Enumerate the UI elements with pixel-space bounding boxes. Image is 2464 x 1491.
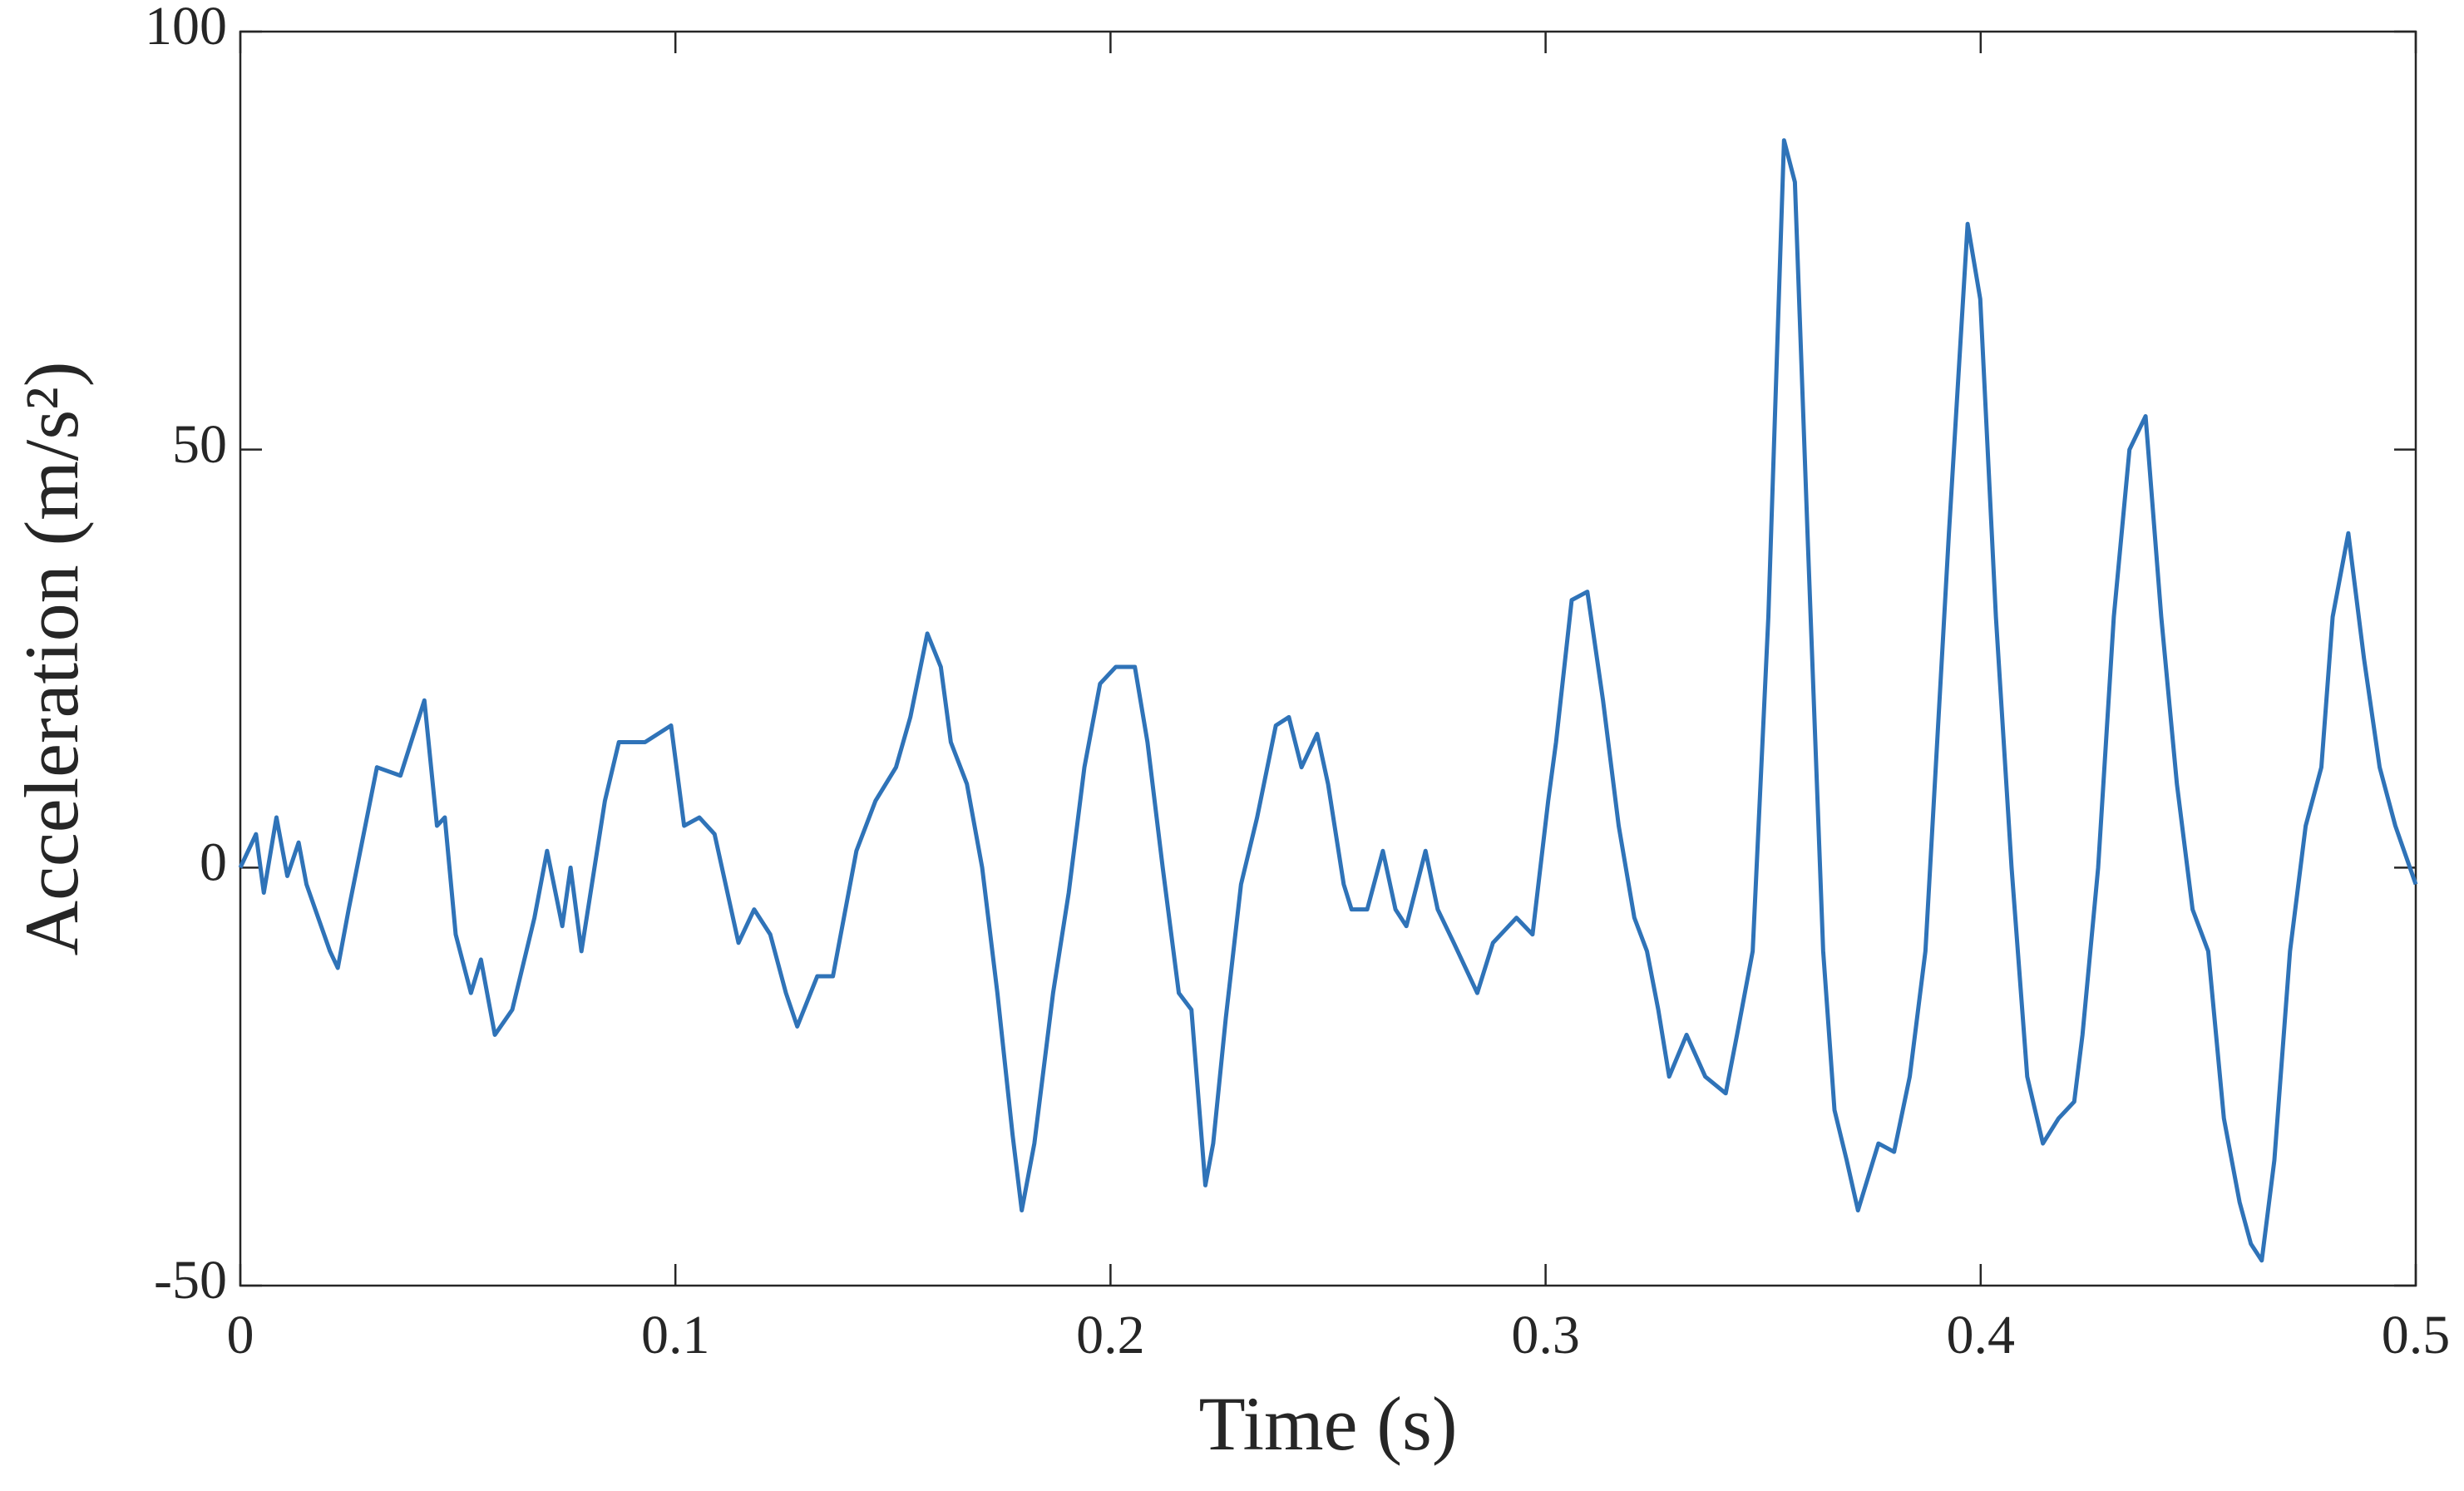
plot-frame <box>239 30 2417 1287</box>
y-tick-label: -50 <box>154 1250 227 1311</box>
x-tick-label: 0.3 <box>1511 1305 1580 1365</box>
y-tick-label: 100 <box>145 0 227 57</box>
x-tick-label: 0 <box>227 1305 254 1365</box>
x-tick-label: 0.5 <box>2382 1305 2451 1365</box>
y-tick-label: 0 <box>200 832 227 892</box>
y-axis-label: Acceleration (m/s²) <box>9 362 94 956</box>
x-tick-label: 0.1 <box>641 1305 710 1365</box>
x-tick-label: 0.4 <box>1947 1305 2016 1365</box>
data-line <box>238 138 2418 1263</box>
y-tick-label: 50 <box>172 414 227 475</box>
x-axis-label: Time (s) <box>1199 1381 1458 1466</box>
x-tick-label: 0.2 <box>1076 1305 1145 1365</box>
